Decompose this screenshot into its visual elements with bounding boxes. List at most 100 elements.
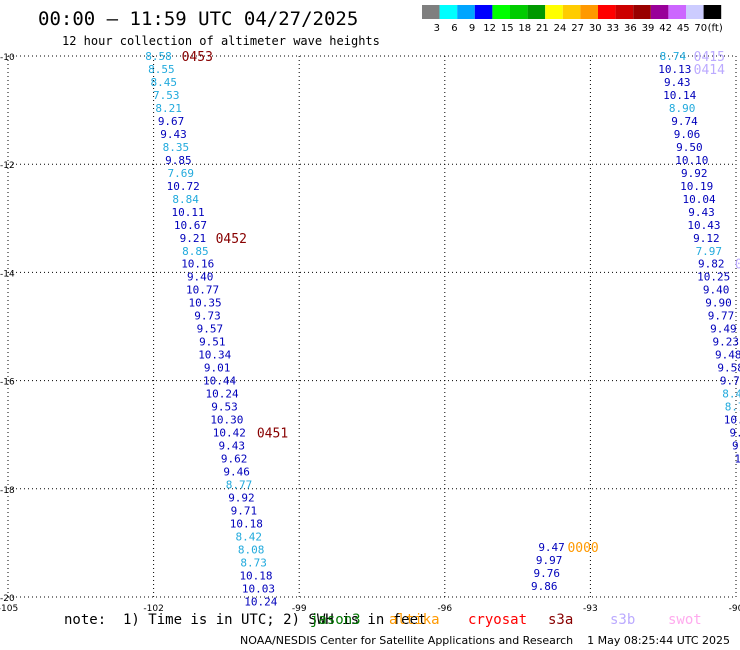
- legend-label: 33: [606, 23, 619, 34]
- mission-cryosat: cryosat: [468, 612, 528, 628]
- wave-height-value: 10.19: [680, 180, 713, 193]
- lat-tick-label: -16: [0, 378, 15, 388]
- wave-height-value: 9.06: [674, 128, 701, 141]
- wave-height-value: 9.86: [531, 580, 558, 593]
- wave-height-value: 8.35: [163, 141, 190, 154]
- wave-height-value: 10.24: [205, 388, 238, 401]
- wave-height-value: 8.45: [151, 76, 178, 89]
- wave-height-value: 10.72: [167, 180, 200, 193]
- wave-height-value: 10.18: [239, 569, 272, 582]
- wave-height-value: 9.40: [187, 271, 214, 284]
- legend-swatch: [510, 5, 528, 19]
- wave-height-value: 9.43: [664, 76, 691, 89]
- wave-height-value: 10.11: [171, 206, 204, 219]
- page-title: 00:00 – 11:59 UTC 04/27/2025: [38, 8, 359, 30]
- wave-height-value: 9.43: [218, 440, 245, 453]
- wave-height-value: 8.85: [182, 245, 209, 258]
- credit-line: NOAA/NESDIS Center for Satellite Applica…: [240, 634, 731, 647]
- legend-swatch: [474, 5, 493, 19]
- wave-height-value: 9.85: [165, 154, 192, 167]
- page-subtitle: 12 hour collection of altimeter wave hei…: [62, 34, 380, 48]
- legend-label: 27: [571, 23, 584, 34]
- wave-height-value: 10.14: [663, 89, 696, 102]
- legend-label: 42: [659, 23, 672, 34]
- wave-height-value: 9.49: [710, 323, 737, 336]
- legend-label: 18: [518, 23, 531, 34]
- wave-height-value: 9.23: [713, 336, 740, 349]
- wave-height-value: 9.43: [688, 206, 715, 219]
- lon-tick-label: -96: [437, 604, 452, 614]
- pass-time-label: 0415: [694, 50, 725, 65]
- pass-time-label: 041: [735, 258, 740, 273]
- lon-tick-label: -105: [0, 604, 18, 614]
- wave-height-value: 10.13: [658, 63, 691, 76]
- legend-label: 30: [589, 23, 602, 34]
- wave-height-value: 9.47: [538, 541, 565, 554]
- lat-tick-label: -12: [0, 161, 15, 171]
- wave-height-value: 8.74: [660, 50, 687, 63]
- wave-height-value: 10.0: [734, 453, 740, 466]
- lon-tick-label: -93: [583, 604, 598, 614]
- pass-time-label: 0453: [182, 50, 213, 65]
- wave-height-value: 10.77: [186, 284, 219, 297]
- mission-s3a: s3a: [548, 612, 574, 628]
- wave-height-value: 10.67: [174, 219, 207, 232]
- legend-label: 45: [677, 23, 690, 34]
- footer-note: note: 1) Time is in UTC; 2) SWH is in fe…: [64, 612, 427, 628]
- legend-label: 24: [554, 23, 567, 34]
- legend-label: 36: [624, 23, 637, 34]
- mission-jason3: jason3: [310, 612, 361, 628]
- legend-swatch: [615, 5, 634, 19]
- wave-height-value: 9.67: [158, 115, 185, 128]
- wave-height-value: 9.90: [705, 297, 732, 310]
- legend-swatch: [439, 5, 458, 19]
- legend-swatch: [492, 5, 510, 19]
- pass-time-label: 0451: [257, 427, 288, 442]
- wave-height-value: 9.51: [199, 336, 226, 349]
- legend-swatch: [650, 5, 669, 19]
- legend-label: 9: [469, 23, 475, 34]
- wave-height-value: 7.53: [153, 89, 180, 102]
- legend-label: 6: [451, 23, 457, 34]
- wave-height-value: 8.48: [722, 388, 740, 401]
- legend-swatch: [686, 5, 704, 19]
- legend-label: 21: [536, 23, 549, 34]
- wave-height-value: 7.97: [696, 245, 723, 258]
- wave-height-value: 9.12: [693, 232, 720, 245]
- wave-height-value: 8.84: [172, 193, 199, 206]
- wave-height-value: 10.16: [181, 258, 214, 271]
- wave-height-value: 9.21: [180, 232, 207, 245]
- wave-height-value: 10.30: [210, 414, 243, 427]
- wave-height-value: 10.10: [675, 154, 708, 167]
- wave-height-value: 10.03: [242, 582, 275, 595]
- wave-height-value: 8.58: [145, 50, 172, 63]
- mission-swot: swot: [668, 612, 702, 628]
- color-legend: 3 6 9 12 15 18 21 24 27 30 33 36 39 42 45 70 (ft): [422, 5, 723, 34]
- wave-height-value: 8.55: [148, 63, 175, 76]
- lon-tick-label: -90: [729, 604, 740, 614]
- wave-height-value: 8.77: [226, 478, 253, 491]
- legend-label: 3: [434, 23, 440, 34]
- wave-height-value: 10.24: [244, 595, 277, 608]
- wave-height-value: 9.48: [715, 349, 740, 362]
- legend-unit: (ft): [708, 23, 723, 34]
- wave-height-value: 9.97: [536, 554, 563, 567]
- legend-label: 15: [501, 23, 514, 34]
- wave-height-value: 9.73: [194, 310, 221, 323]
- wave-height-value: 10.42: [213, 427, 246, 440]
- wave-height-value: 9.77: [708, 310, 735, 323]
- mission-s3b: s3b: [610, 612, 636, 628]
- wave-height-value: 9.01: [204, 362, 231, 375]
- wave-height-value: 10.44: [203, 375, 236, 388]
- wave-height-value: 8.08: [238, 543, 265, 556]
- pass-time-label: 0000: [567, 541, 598, 556]
- wave-height-value: 9.58: [717, 362, 740, 375]
- lat-tick-label: -20: [0, 594, 15, 604]
- wave-height-value: 9.48: [732, 440, 740, 453]
- mission-altika: altika: [389, 612, 440, 628]
- wave-height-value: 9.62: [221, 453, 248, 466]
- lon-tick-label: -99: [292, 604, 307, 614]
- lon-tick-label: -102: [143, 604, 163, 614]
- wave-height-value: 8.21: [155, 102, 182, 115]
